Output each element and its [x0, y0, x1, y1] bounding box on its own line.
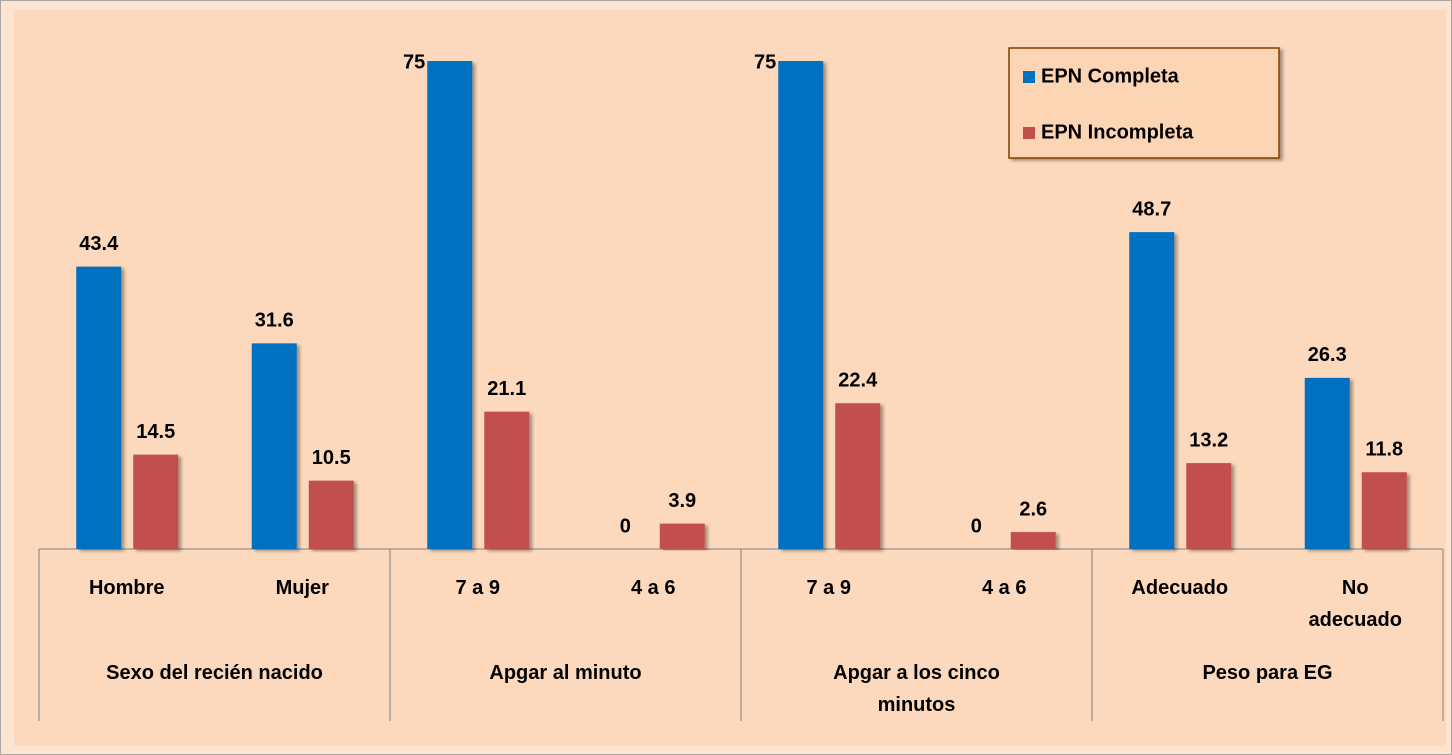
bar [1010, 532, 1056, 549]
x-tick-label: 4 a 6 [631, 577, 676, 599]
data-label: 10.5 [312, 447, 351, 469]
data-label: 14.5 [136, 421, 175, 443]
data-label: 75 [754, 51, 776, 73]
bar [835, 403, 881, 549]
x-tick-label: Hombre [88, 577, 165, 599]
data-label: 3.9 [668, 490, 696, 512]
x-tick-label: 4 a 6 [982, 577, 1027, 599]
data-label: 21.1 [487, 378, 526, 400]
group-label: Peso para EG [1202, 662, 1333, 684]
data-label: 26.3 [1308, 344, 1347, 366]
data-label: 0 [971, 515, 982, 537]
legend-label: EPN Completa [1041, 65, 1180, 87]
legend: EPN Completa EPN Incompleta [1008, 47, 1280, 159]
legend-box [1008, 47, 1280, 159]
bar [1129, 232, 1175, 549]
bar [308, 480, 354, 549]
bar [484, 411, 530, 549]
data-label: 2.6 [1019, 498, 1047, 520]
group-label: Sexo del recién nacido [106, 662, 323, 684]
bar [1304, 377, 1350, 549]
bar [778, 61, 824, 549]
bar [133, 454, 179, 549]
group-label: Apgar a los cinco minutos [833, 662, 1000, 716]
x-tick-label: No adecuado [1308, 577, 1402, 631]
data-label: 13.2 [1189, 429, 1228, 451]
data-label: 31.6 [255, 310, 294, 332]
group-label: Apgar al minuto [489, 662, 642, 684]
data-label: 11.8 [1365, 439, 1403, 461]
bar [659, 523, 705, 549]
x-tick-label: Mujer [275, 577, 329, 599]
data-label: 22.4 [838, 370, 878, 392]
legend-swatch [1023, 127, 1035, 139]
bar [427, 61, 473, 549]
legend-label: EPN Incompleta [1041, 121, 1194, 143]
bar [1361, 472, 1407, 549]
data-label: 75 [403, 51, 425, 73]
data-label: 0 [620, 515, 631, 537]
bar [1186, 463, 1232, 549]
data-label: 48.7 [1132, 198, 1171, 220]
data-label: 43.4 [79, 233, 119, 255]
bar [251, 343, 297, 549]
legend-swatch [1023, 71, 1035, 83]
bar [76, 266, 122, 549]
x-tick-label: 7 a 9 [455, 577, 500, 599]
x-tick-label: 7 a 9 [806, 577, 851, 599]
x-tick-label: Adecuado [1131, 577, 1229, 599]
